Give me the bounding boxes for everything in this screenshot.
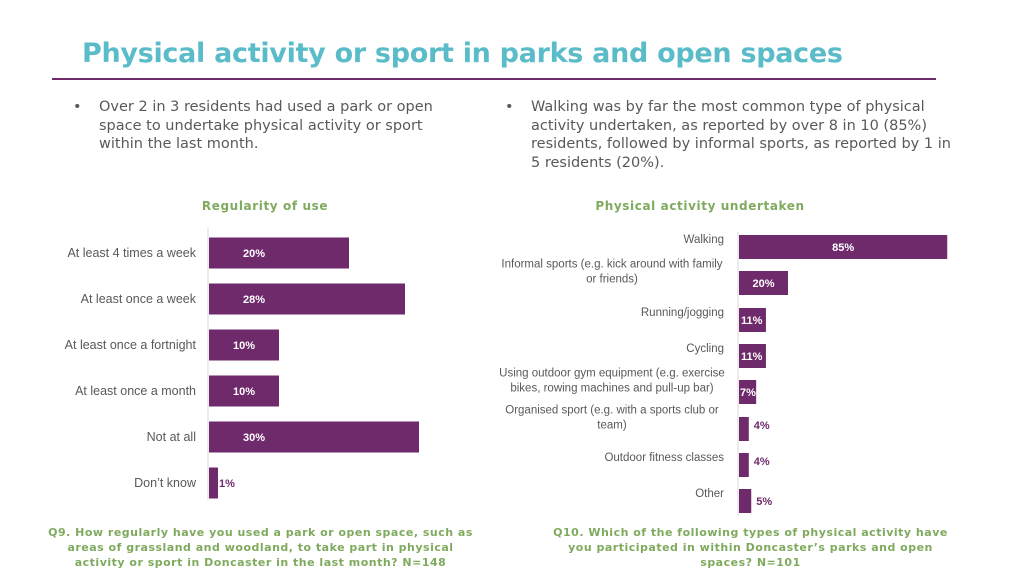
category-label-activity-1-line-0: Informal sports (e.g. kick around with f… <box>501 259 722 271</box>
summary-text-left: Over 2 in 3 residents had used a park or… <box>99 99 433 153</box>
bar-regularity-2 <box>209 329 279 361</box>
category-label-activity-4-line-1: bikes, rowing machines and pull-up bar) <box>510 383 713 395</box>
category-label-activity-2-line-0: Running/jogging <box>641 307 724 319</box>
right-chart-question-note: Q10. Which of the following types of phy… <box>553 526 948 569</box>
category-label-regularity-0: At least 4 times a week <box>67 246 196 260</box>
title-underline <box>52 78 936 80</box>
bar-regularity-0 <box>209 237 349 269</box>
category-label-regularity-3: At least once a month <box>75 384 196 398</box>
category-label-regularity-5: Don’t know <box>134 476 197 490</box>
category-label-activity-5-line-1: team) <box>597 420 627 432</box>
bar-activity-5 <box>739 417 749 441</box>
bar-activity-2 <box>739 308 766 332</box>
category-label-activity-0-line-0: Walking <box>684 234 724 246</box>
value-label-activity-3: 11% <box>741 351 763 363</box>
value-label-regularity-4: 30% <box>243 432 265 444</box>
category-label-activity-3-line-0: Cycling <box>686 343 724 355</box>
bar-regularity-5 <box>209 467 218 499</box>
bar-activity-7 <box>739 489 752 513</box>
category-label-activity-5-line-0: Organised sport (e.g. with a sports club… <box>505 405 719 417</box>
left-chart-title: Regularity of use <box>201 199 329 213</box>
value-label-activity-0: 85% <box>832 242 854 254</box>
value-label-activity-7: 5% <box>756 496 772 508</box>
value-label-regularity-1: 28% <box>243 294 265 306</box>
value-label-activity-2: 11% <box>741 315 763 327</box>
bar-activity-1 <box>739 271 788 295</box>
bar-regularity-3 <box>209 375 279 407</box>
value-label-activity-1: 20% <box>752 278 774 290</box>
bar-regularity-4 <box>209 421 419 453</box>
page-title: Physical activity or sport in parks and … <box>82 38 843 69</box>
bar-activity-0 <box>739 235 948 259</box>
value-label-regularity-5: 1% <box>219 478 235 490</box>
bullet-dot: • <box>505 99 514 115</box>
bar-activity-6 <box>739 453 749 477</box>
value-label-activity-5: 4% <box>754 420 770 432</box>
category-label-activity-7-line-0: Other <box>695 488 724 500</box>
bullet-dot: • <box>73 99 82 115</box>
category-label-regularity-1: At least once a week <box>81 292 197 306</box>
value-label-regularity-2: 10% <box>233 340 255 352</box>
value-label-regularity-0: 20% <box>243 248 265 260</box>
category-label-regularity-4: Not at all <box>147 430 196 444</box>
value-label-regularity-3: 10% <box>233 386 255 398</box>
value-label-activity-4: 7% <box>740 387 756 399</box>
bar-regularity-1 <box>209 283 405 315</box>
category-label-activity-4-line-0: Using outdoor gym equipment (e.g. exerci… <box>499 368 725 380</box>
summary-bullet-left: • Over 2 in 3 residents had used a park … <box>73 98 469 154</box>
bar-activity-4 <box>739 380 757 404</box>
left-chart-question-note: Q9. How regularly have you used a park o… <box>48 526 473 569</box>
right-chart-title: Physical activity undertaken <box>595 199 805 213</box>
category-label-activity-1-line-1: or friends) <box>586 274 638 286</box>
category-label-regularity-2: At least once a fortnight <box>65 338 197 352</box>
category-label-activity-6-line-0: Outdoor fitness classes <box>604 452 724 464</box>
value-label-activity-6: 4% <box>754 456 770 468</box>
bar-activity-3 <box>739 344 766 368</box>
summary-text-right: Walking was by far the most common type … <box>531 99 951 171</box>
summary-bullet-right: • Walking was by far the most common typ… <box>505 98 951 172</box>
